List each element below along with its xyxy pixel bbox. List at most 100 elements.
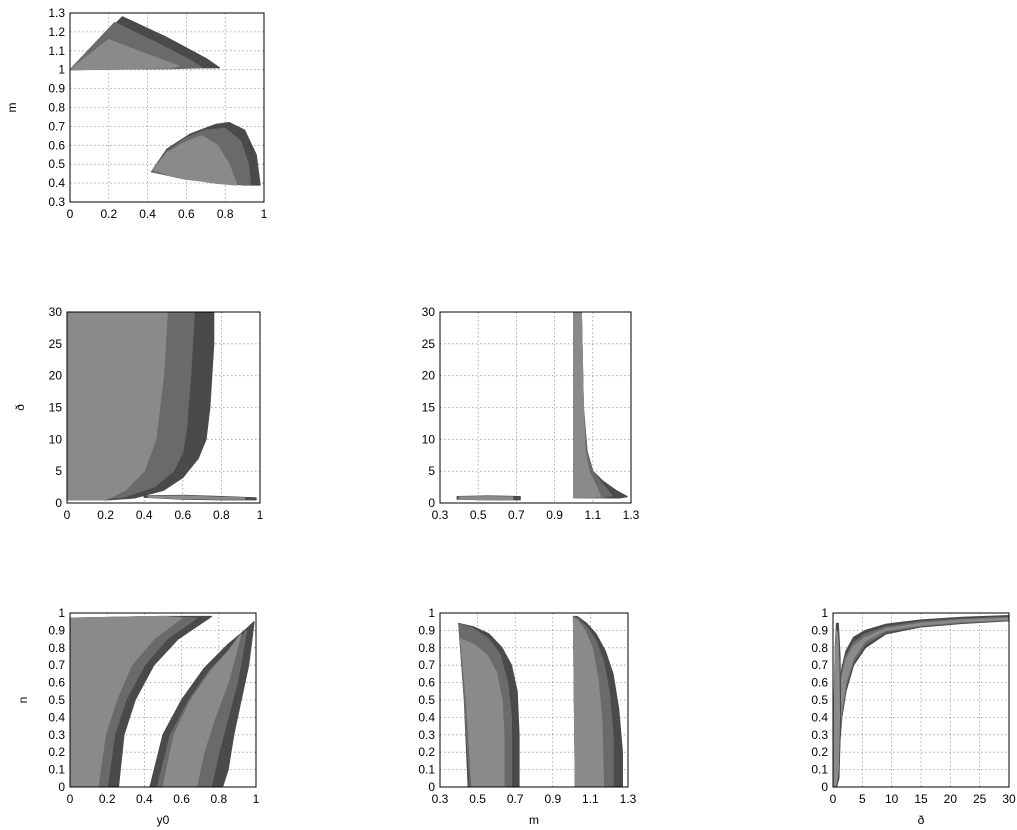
confidence-region-level-1 — [67, 312, 168, 501]
confidence-region-level-1 — [152, 135, 238, 186]
plot-frame — [439, 612, 629, 788]
plot-frame — [69, 12, 265, 203]
x-tick-label: 10 — [885, 792, 899, 806]
y-tick-label: 0.5 — [48, 157, 65, 171]
x-tick-label: 1 — [261, 207, 268, 221]
y-tick-label: 5 — [55, 464, 62, 478]
y-tick-label: 0.9 — [811, 623, 828, 637]
y-tick-label: 30 — [49, 305, 63, 319]
x-tick-label: 15 — [914, 792, 928, 806]
x-tick-label: 1.1 — [582, 792, 599, 806]
y-tick-label: 20 — [422, 369, 436, 383]
x-tick-label: 0.3 — [432, 792, 449, 806]
y-tick-label: 0.4 — [811, 710, 828, 724]
y-tick-label: 5 — [428, 464, 435, 478]
y-tick-label: 0.9 — [48, 623, 65, 637]
x-tick-label: 1 — [257, 508, 264, 522]
confidence-region-level-1 — [70, 615, 183, 787]
x-tick-label: 20 — [944, 792, 958, 806]
panel-n_vs_m: 0 0.1 0.2 0.3 0.4 0.5 0.6 0.7 0.8 0.9 1 0.3 0.5 0.7 0.… — [418, 606, 636, 827]
x-tick-label: 0.5 — [469, 792, 486, 806]
y-tick-label: 0.6 — [48, 676, 65, 690]
x-tick-label: 0.9 — [544, 792, 561, 806]
confidence-region-level-1 — [460, 638, 505, 787]
y-tick-label: 0.7 — [811, 658, 828, 672]
x-tick-label: 0.6 — [178, 207, 195, 221]
y-tick-label: 0.6 — [48, 138, 65, 152]
x-tick-label: 0.7 — [508, 508, 525, 522]
x-tick-label: 0.8 — [213, 508, 230, 522]
confidence-region-level-2 — [834, 616, 1009, 787]
y-tick-label: 1.1 — [48, 44, 65, 58]
y-tick-label: 25 — [422, 337, 436, 351]
x-tick-label: 0 — [67, 792, 74, 806]
x-tick-label: 0.2 — [97, 508, 114, 522]
y-tick-label: 0.1 — [418, 763, 435, 777]
confidence-region-level-1 — [833, 629, 841, 787]
y-tick-label: 20 — [49, 369, 63, 383]
x-tick-label: 0.4 — [136, 508, 153, 522]
y-tick-label: 0.2 — [811, 745, 828, 759]
x-tick-label: 0.3 — [432, 508, 449, 522]
y-tick-label: 0.8 — [48, 641, 65, 655]
confidence-region-level-1 — [834, 617, 1009, 787]
y-tick-label: 0.4 — [48, 710, 65, 724]
y-tick-label: 0.5 — [811, 693, 828, 707]
confidence-region-level-1 — [162, 633, 242, 787]
y-tick-label: 0 — [821, 780, 828, 794]
y-tick-label: 0 — [428, 780, 435, 794]
x-tick-label: 0.6 — [173, 792, 190, 806]
x-tick-label: 1 — [253, 792, 260, 806]
y-tick-label: 1 — [58, 606, 65, 620]
panel-d_vs_m: 0 5 10 15 20 25 30 0.3 0.5 0.7 0.9 1.1 1.3 — [422, 305, 640, 522]
y-tick-label: 0.4 — [418, 710, 435, 724]
y-tick-label: 0 — [428, 496, 435, 510]
y-tick-label: 0.8 — [418, 641, 435, 655]
y-tick-label: 0.5 — [418, 693, 435, 707]
confidence-region-level-1 — [147, 495, 246, 500]
x-tick-label: 0.2 — [99, 792, 116, 806]
y-tick-label: 30 — [422, 305, 436, 319]
confidence-region-level-1 — [70, 38, 180, 71]
y-tick-label: 0.1 — [811, 763, 828, 777]
x-axis-label: y0 — [157, 813, 170, 827]
y-tick-label: 0.2 — [48, 745, 65, 759]
x-tick-label: 0.8 — [217, 207, 234, 221]
y-tick-label: 1.2 — [48, 25, 65, 39]
y-axis-label: m — [5, 103, 19, 113]
confidence-region-level-1 — [573, 312, 602, 499]
y-tick-label: 0.3 — [811, 728, 828, 742]
confidence-region-level-3 — [834, 614, 1009, 787]
y-axis-label: n — [16, 697, 30, 704]
y-tick-label: 1.3 — [48, 6, 65, 20]
x-tick-label: 1.3 — [623, 508, 640, 522]
panel-n_vs_y0: 0 0.1 0.2 0.3 0.4 0.5 0.6 0.7 0.8 0.9 1 0 0.2 0.4 0.6 0… — [16, 606, 260, 827]
y-tick-label: 0.1 — [48, 763, 65, 777]
x-tick-label: 1.3 — [620, 792, 637, 806]
x-tick-label: 0 — [830, 792, 837, 806]
y-tick-label: 1 — [821, 606, 828, 620]
confidence-regions — [70, 615, 255, 787]
plot-frame — [69, 612, 257, 788]
x-tick-label: 0.2 — [100, 207, 117, 221]
confidence-regions — [456, 312, 628, 501]
x-tick-label: 0.4 — [139, 207, 156, 221]
plot-frame — [66, 311, 261, 504]
y-tick-label: 10 — [49, 432, 63, 446]
x-axis-label: m — [529, 813, 539, 827]
y-tick-label: 15 — [49, 401, 63, 415]
y-tick-label: 0.7 — [418, 658, 435, 672]
x-tick-label: 0.4 — [136, 792, 153, 806]
y-tick-label: 0 — [55, 496, 62, 510]
y-tick-label: 0.9 — [48, 82, 65, 96]
confidence-region-level-1 — [572, 617, 605, 787]
x-axis-label: ð — [918, 813, 925, 827]
plot-frame — [832, 612, 1010, 788]
y-tick-label: 1 — [428, 606, 435, 620]
y-tick-label: 0.7 — [48, 658, 65, 672]
y-tick-label: 0.9 — [418, 623, 435, 637]
confidence-regions — [67, 312, 257, 501]
y-tick-label: 0.6 — [418, 676, 435, 690]
x-tick-label: 0.9 — [546, 508, 563, 522]
